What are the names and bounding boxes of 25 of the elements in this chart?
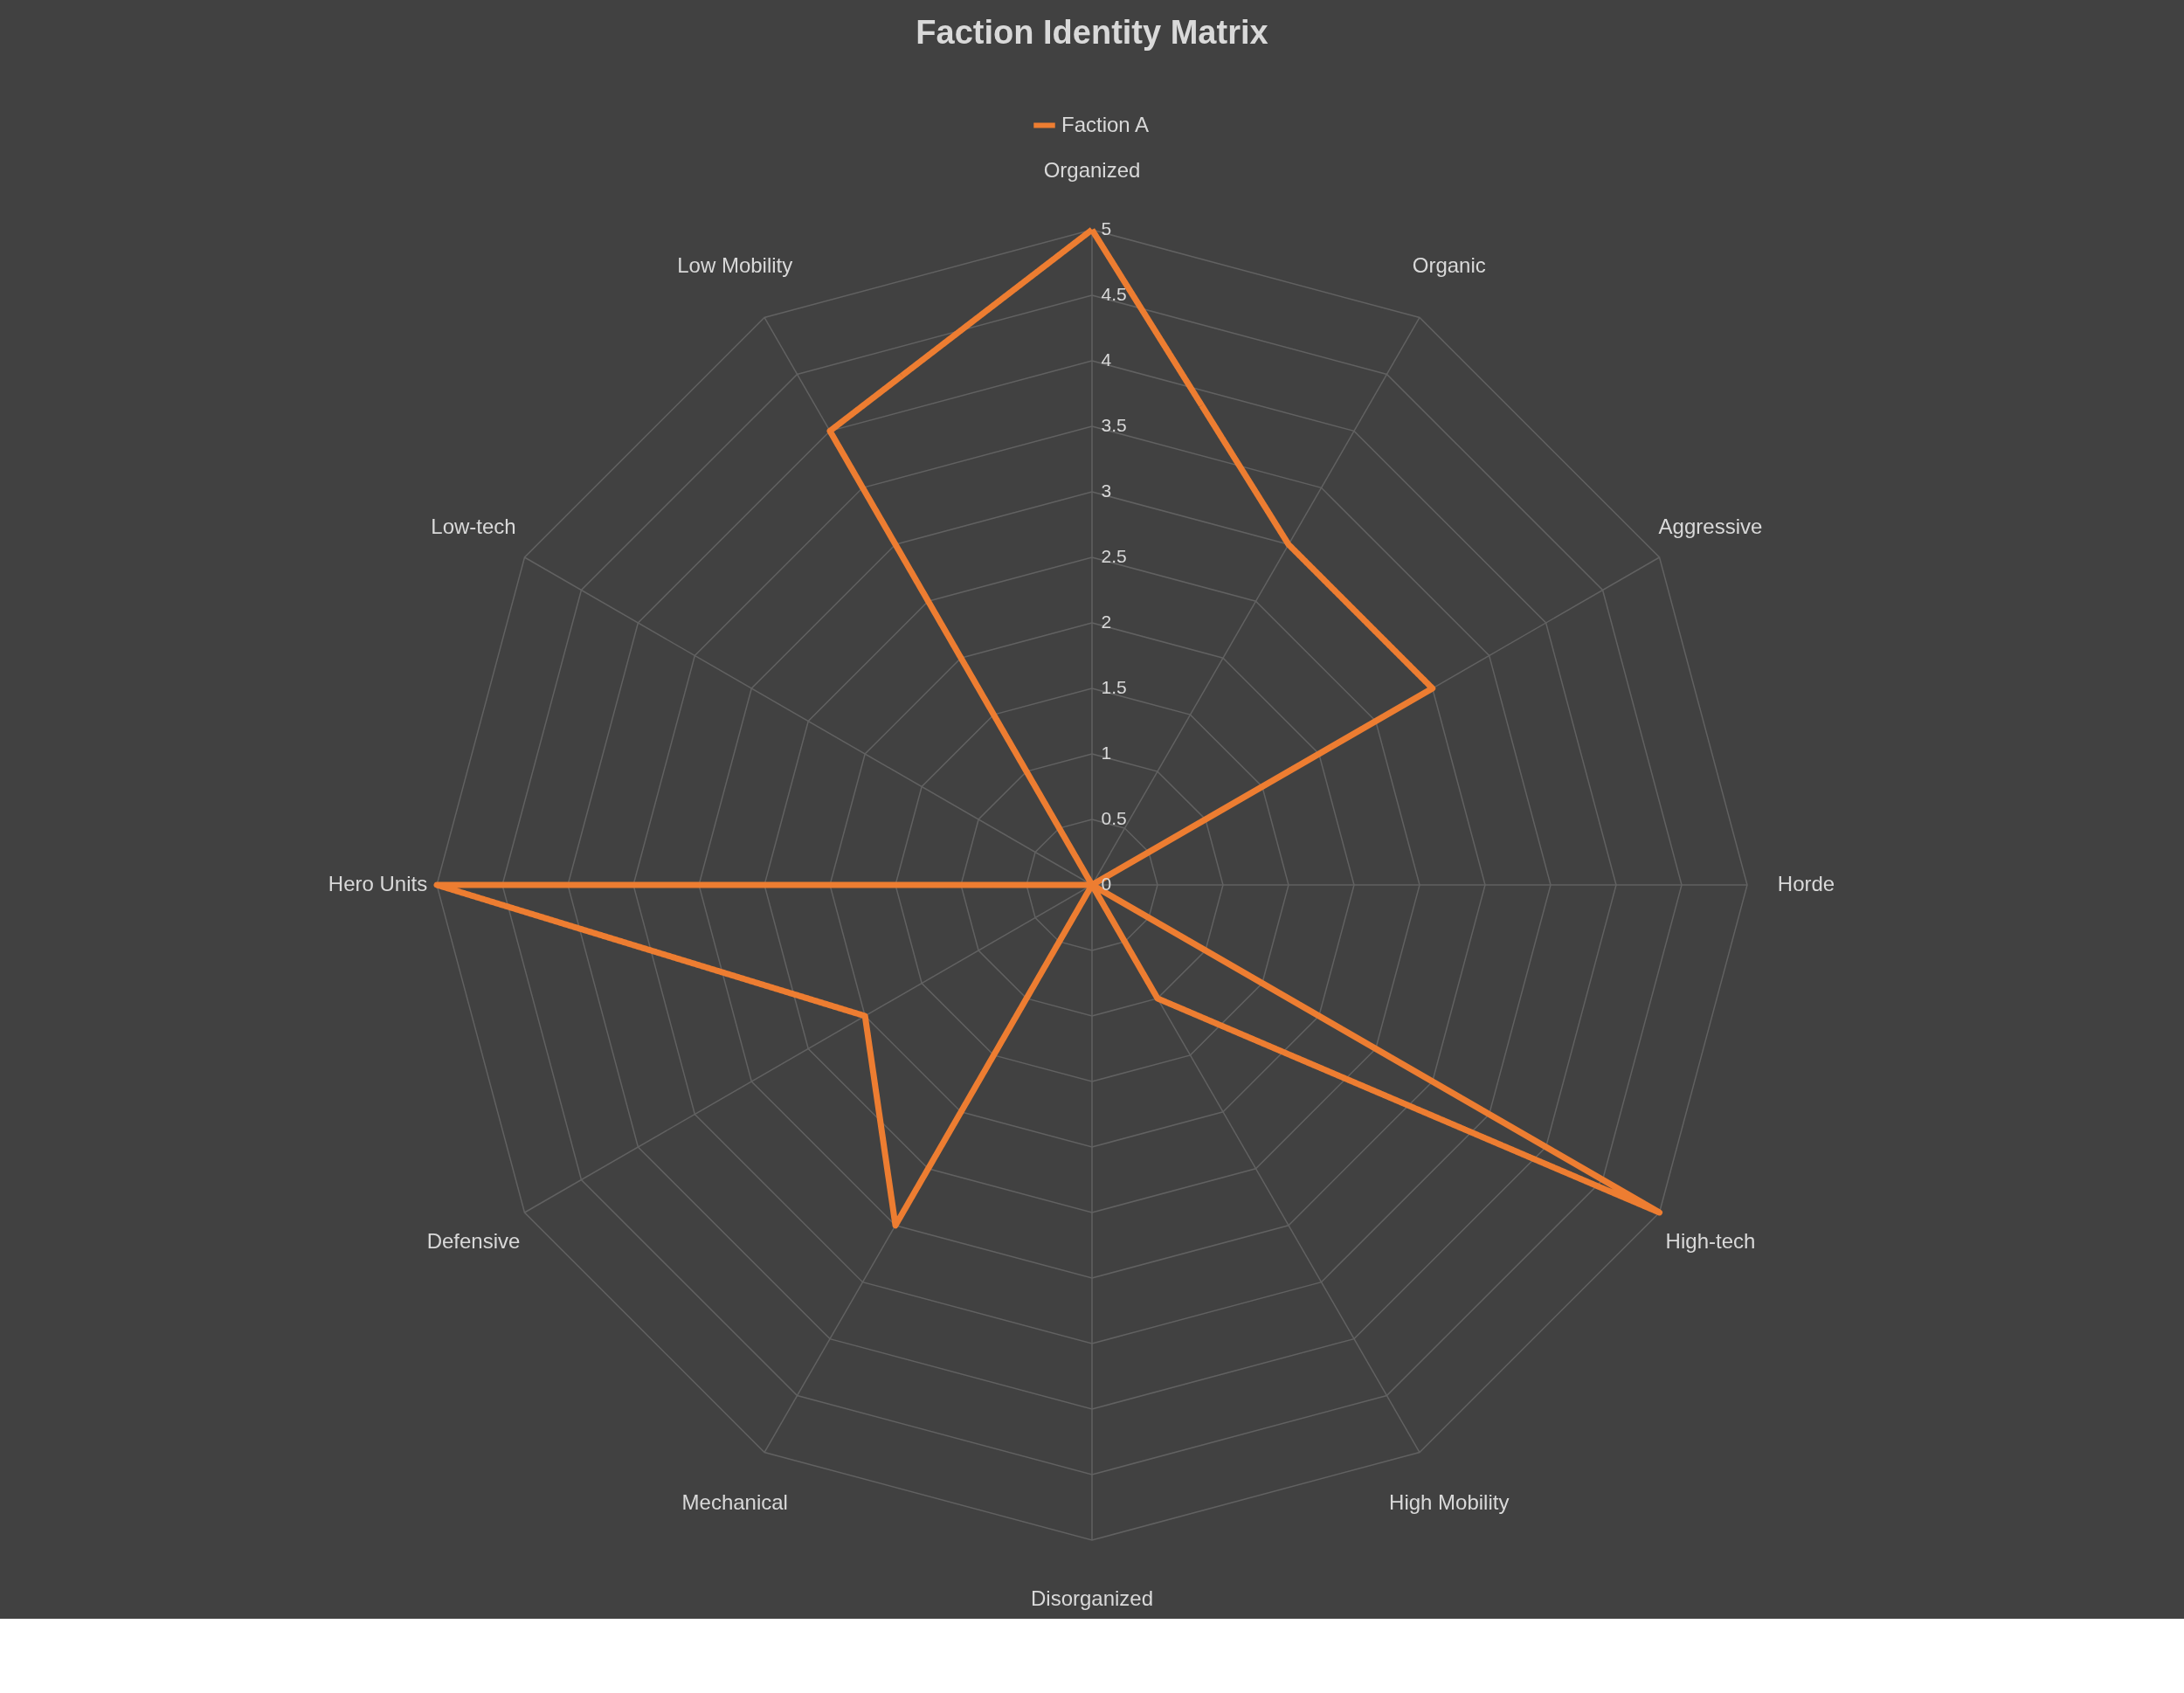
- spoke-label: High-tech: [1665, 1228, 1756, 1253]
- spoke-label: Defensive: [426, 1228, 521, 1253]
- spoke-label: Aggressive: [1658, 515, 1763, 539]
- y-tick-label: 0.5: [1101, 808, 1127, 828]
- y-tick-label: 3.5: [1101, 415, 1127, 435]
- spoke-label: Mechanical: [681, 1489, 788, 1514]
- legend-label: Faction A: [1061, 112, 1150, 136]
- y-tick-label: 5: [1101, 218, 1112, 238]
- spoke-label: High Mobility: [1389, 1489, 1510, 1514]
- spoke-label: Low Mobility: [677, 253, 793, 278]
- spoke-label: Hero Units: [328, 872, 428, 895]
- spoke-label: Horde: [1777, 872, 1835, 895]
- y-tick-label: 2: [1101, 612, 1112, 632]
- y-tick-label: 0: [1101, 874, 1112, 894]
- spoke-label: Low-tech: [431, 515, 516, 539]
- chart-title: Faction Identity Matrix: [916, 14, 1268, 51]
- y-tick-label: 4.5: [1101, 284, 1127, 304]
- y-tick-label: 1: [1101, 743, 1112, 763]
- spoke-label: Organic: [1412, 253, 1486, 278]
- y-tick-label: 4: [1101, 349, 1112, 370]
- y-tick-label: 3: [1101, 480, 1112, 501]
- spoke-label: Disorganized: [1030, 1586, 1154, 1610]
- spoke-label: Organized: [1043, 157, 1141, 182]
- y-tick-label: 1.5: [1101, 677, 1127, 697]
- y-tick-label: 2.5: [1101, 546, 1127, 566]
